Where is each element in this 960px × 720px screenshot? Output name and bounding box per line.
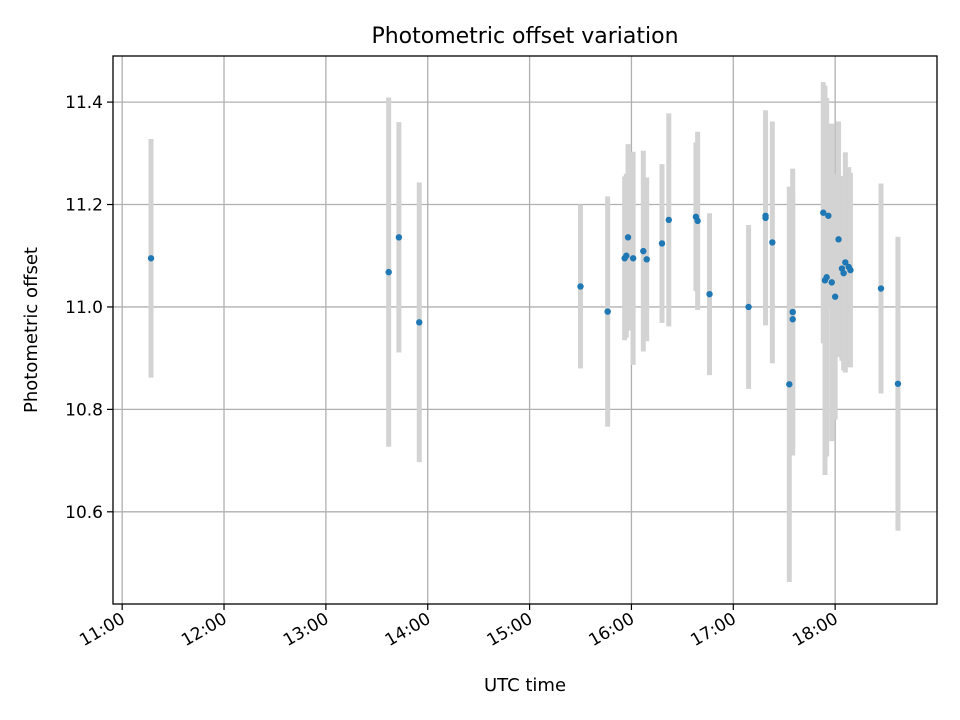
data-point (823, 274, 830, 281)
data-point (831, 293, 839, 300)
data-point (820, 209, 827, 216)
data-point (658, 240, 666, 247)
errorbar-layer (148, 82, 901, 582)
data-point (840, 269, 847, 277)
tick-layer: 11:00 12:00 13:00 14:00 15:00 16:00 17:00 18:00… (65, 93, 842, 651)
x-tick-label: 13:00 (280, 609, 332, 651)
data-point (706, 290, 713, 298)
data-point (629, 255, 637, 262)
x-tick-label: 15:00 (484, 609, 536, 651)
data-point (604, 308, 611, 315)
x-tick-label: 12:00 (178, 609, 230, 651)
data-point (877, 285, 885, 292)
x-tick-label: 11:00 (76, 609, 128, 651)
plot-frame (112, 55, 938, 605)
data-point (640, 247, 647, 255)
grid-layer (113, 56, 937, 604)
data-point (835, 236, 842, 243)
data-point (842, 259, 849, 266)
data-point (147, 255, 155, 262)
data-point (577, 283, 584, 290)
x-tick-label: 16:00 (586, 609, 638, 651)
data-point (416, 319, 423, 326)
data-point (825, 212, 832, 219)
data-point (395, 234, 403, 241)
y-tick-label: 11.0 (65, 298, 103, 318)
data-point (789, 316, 796, 323)
data-point (847, 266, 854, 274)
chart-title: Photometric offset variation (371, 24, 678, 49)
x-axis-label: UTC time (484, 675, 566, 696)
y-tick-label: 11.2 (65, 196, 103, 216)
data-point (762, 212, 769, 219)
data-point (789, 308, 796, 316)
y-tick-label: 10.8 (65, 400, 103, 420)
data-point (643, 256, 650, 263)
data-point (786, 381, 793, 388)
x-tick-label: 18:00 (789, 609, 841, 651)
data-point (665, 216, 672, 224)
x-tick-label: 17:00 (687, 609, 739, 651)
data-point (624, 234, 632, 241)
data-point (745, 303, 752, 311)
point-layer (147, 209, 902, 388)
data-point (769, 239, 776, 246)
data-point (694, 217, 701, 225)
data-point (623, 252, 630, 259)
y-tick-label: 11.4 (65, 93, 103, 113)
y-axis-label: Photometric offset (21, 247, 42, 413)
data-point (894, 380, 902, 387)
data-point (385, 268, 392, 276)
y-tick-label: 10.6 (65, 503, 103, 523)
x-tick-label: 14:00 (382, 609, 434, 651)
data-point (828, 279, 835, 286)
